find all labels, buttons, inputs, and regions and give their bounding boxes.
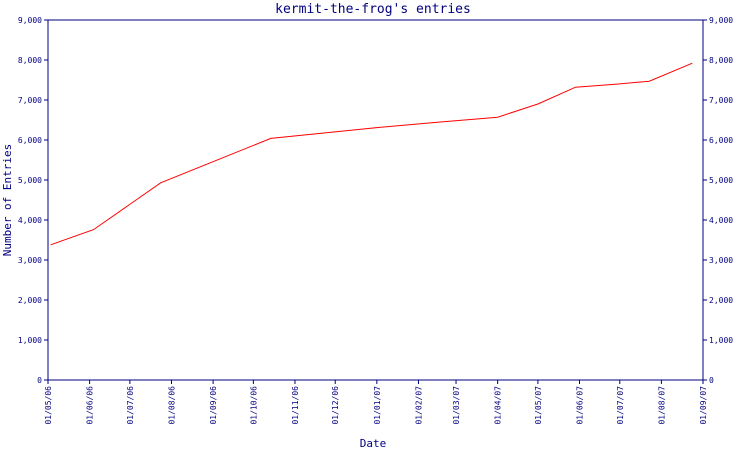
- x-tick-label: 01/06/06: [86, 386, 95, 425]
- x-tick-label: 01/05/06: [44, 386, 53, 425]
- y-tick-label-right: 1,000: [709, 336, 733, 345]
- x-tick-label: 01/11/06: [291, 386, 300, 425]
- y-axis-left: 0 1,000 2,000 3,000 4,000 5,000 6,000 7,000 8,00…: [18, 16, 48, 385]
- y-axis-label: Number of Entries: [1, 144, 14, 257]
- x-tick-label: 01/01/07: [373, 386, 382, 425]
- x-tick-label: 01/07/07: [616, 386, 625, 425]
- y-tick-label-right: 7,000: [709, 96, 733, 105]
- y-tick-label-right: 2,000: [709, 296, 733, 305]
- y-tick-label-left: 8,000: [18, 56, 42, 65]
- x-tick-label: 01/07/06: [126, 386, 135, 425]
- y-tick-label-left: 2,000: [18, 296, 42, 305]
- y-tick-label-right: 8,000: [709, 56, 733, 65]
- y-tick-label-left: 0: [37, 376, 42, 385]
- series-line: [50, 62, 693, 246]
- x-tick-label: 01/10/06: [249, 386, 258, 425]
- y-tick-label-left: 5,000: [18, 176, 42, 185]
- y-tick-label-right: 3,000: [709, 256, 733, 265]
- y-tick-label-left: 6,000: [18, 136, 42, 145]
- plot-frame: [47, 19, 704, 381]
- x-tick-label: 01/12/06: [331, 386, 340, 425]
- y-axis-right: 0 1,000 2,000 3,000 4,000 5,000 6,000 7,000 8,00…: [703, 16, 733, 385]
- y-tick-label-left: 3,000: [18, 256, 42, 265]
- y-tick-label-right: 6,000: [709, 136, 733, 145]
- x-tick-label: 01/04/07: [494, 386, 503, 425]
- y-tick-label-right: 9,000: [709, 16, 733, 25]
- x-axis-label: Date: [360, 437, 387, 450]
- x-tick-label: 01/03/07: [452, 386, 461, 425]
- x-tick-label: 01/05/07: [534, 386, 543, 425]
- y-tick-label-left: 9,000: [18, 16, 42, 25]
- y-tick-label-left: 1,000: [18, 336, 42, 345]
- chart-title: kermit-the-frog's entries: [275, 2, 471, 17]
- x-tick-label: 01/09/06: [209, 386, 218, 425]
- x-tick-label: 01/08/06: [167, 386, 176, 425]
- x-tick-label: 01/06/07: [576, 386, 585, 425]
- y-tick-label-right: 4,000: [709, 216, 733, 225]
- x-tick-label: 01/02/07: [414, 386, 423, 425]
- y-tick-label-left: 7,000: [18, 96, 42, 105]
- y-tick-label-left: 4,000: [18, 216, 42, 225]
- x-tick-label: 01/08/07: [657, 386, 666, 425]
- y-tick-label-right: 5,000: [709, 176, 733, 185]
- y-tick-label-right: 0: [709, 376, 714, 385]
- x-axis: 01/05/06 01/06/06 01/07/06 01/08/06 01/09/06…: [44, 380, 708, 425]
- series-layer: [50, 62, 693, 246]
- x-tick-label: 01/09/07: [699, 386, 708, 425]
